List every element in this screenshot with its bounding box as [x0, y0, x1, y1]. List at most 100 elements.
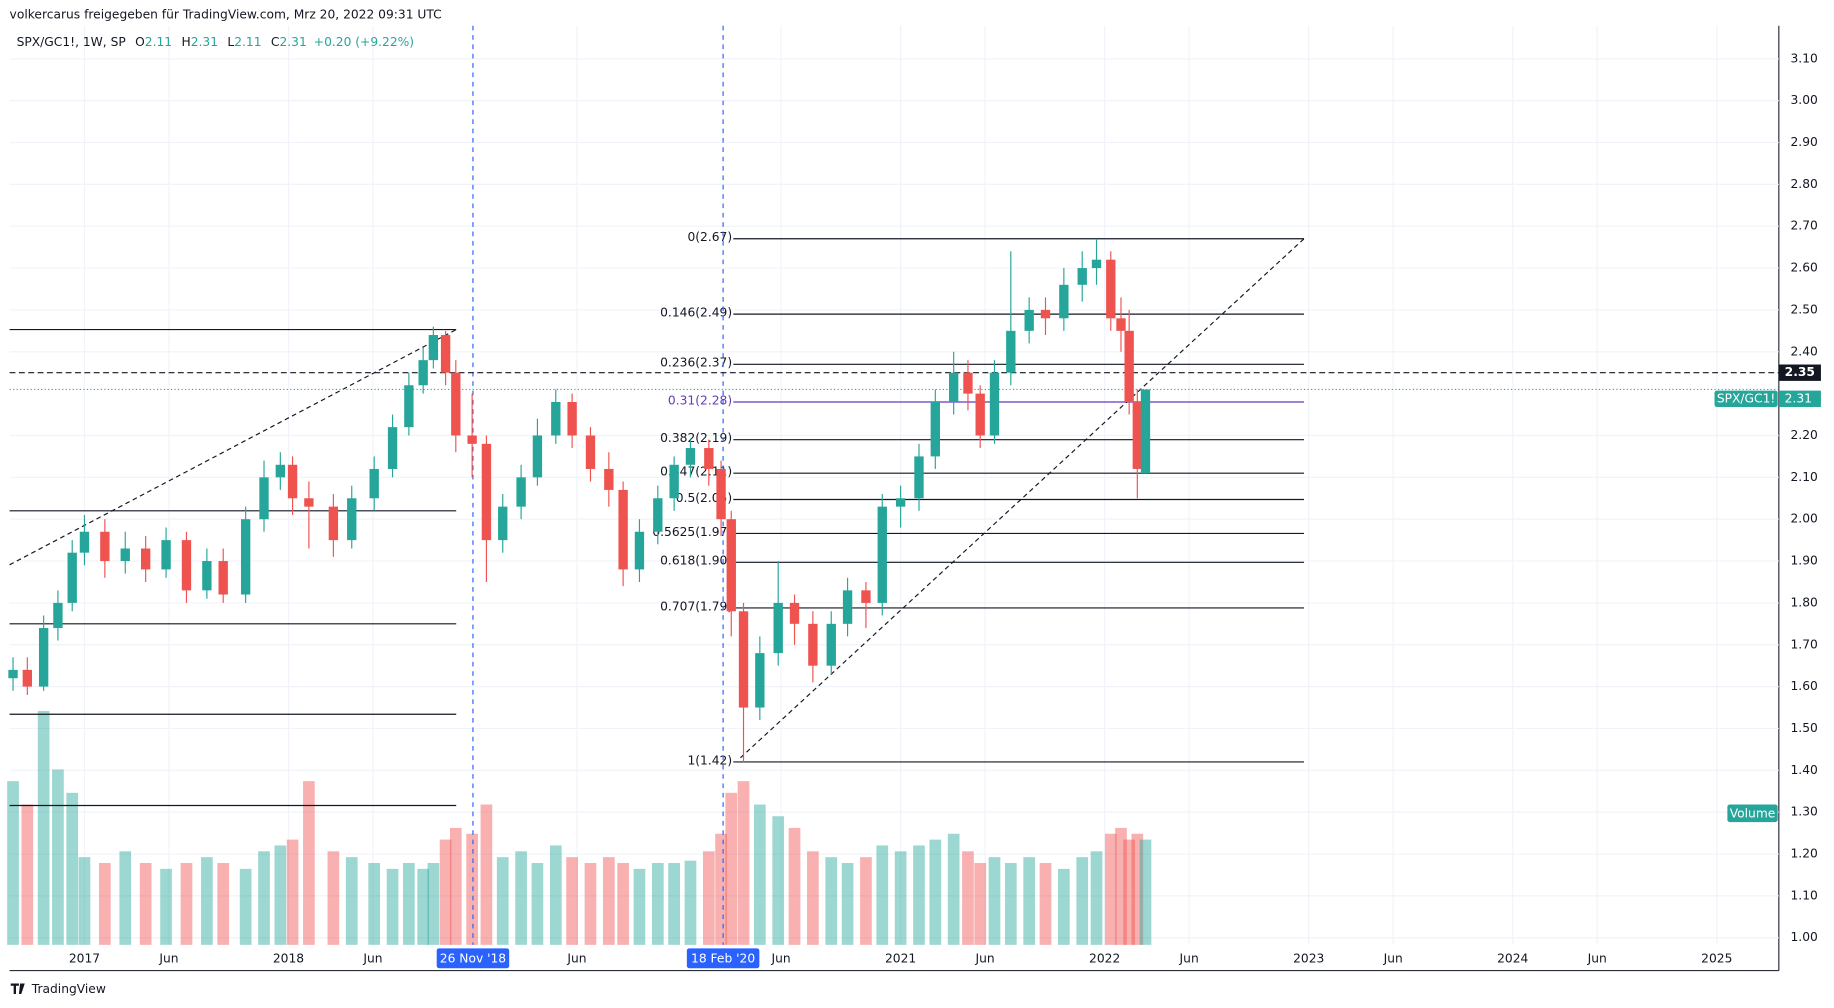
volume-bar: [466, 833, 478, 945]
x-tick-label: Jun: [362, 951, 382, 965]
candle-body: [653, 498, 663, 532]
volume-bar: [139, 862, 152, 945]
x-tick-label: 2017: [69, 951, 100, 965]
volume-bar: [66, 792, 79, 945]
volume-bar: [327, 851, 340, 945]
candle-body: [440, 335, 451, 373]
candle-body: [634, 531, 645, 570]
candle-body: [861, 590, 871, 603]
x-tick-label: 2023: [1293, 951, 1324, 965]
candle-body: [304, 498, 314, 507]
volume-bar: [894, 851, 907, 945]
volume-bar: [633, 868, 646, 945]
legend-value: 2.31: [279, 35, 306, 49]
candle-body: [1132, 401, 1142, 469]
candle-body: [259, 477, 269, 520]
candle-body: [914, 456, 924, 499]
volume-bar: [21, 804, 34, 945]
volume-bar: [368, 862, 381, 945]
volume-bar: [345, 857, 358, 945]
volume-bar: [274, 845, 287, 945]
candle-body: [975, 393, 985, 436]
candle-body: [161, 540, 171, 570]
candle-body: [789, 602, 800, 624]
candle-body: [618, 489, 628, 570]
y-tick-label: 2.20: [1791, 428, 1818, 442]
volume-bar: [7, 781, 19, 945]
y-tick-label: 2.80: [1791, 177, 1818, 191]
candle-body: [963, 372, 973, 394]
y-tick-label: 1.30: [1791, 805, 1818, 819]
legend-value: 2.11: [234, 35, 261, 49]
candle-body: [604, 468, 614, 490]
candle-body: [481, 443, 492, 541]
y-tick-label: 2.60: [1791, 261, 1818, 275]
fib-label: 0.382(2.19): [660, 431, 732, 445]
volume-bar: [988, 857, 1001, 945]
volume-bar: [725, 792, 738, 945]
volume-bar: [772, 816, 785, 945]
volume-bar: [913, 845, 925, 945]
y-tick-label: 3.00: [1791, 93, 1818, 107]
candle-body: [895, 498, 906, 507]
candle-body: [181, 540, 192, 591]
volume-bar: [841, 862, 854, 945]
volume-bar: [386, 868, 399, 945]
candle-body: [1140, 389, 1151, 474]
candle-body: [1091, 259, 1102, 269]
legend-value: 2.11: [145, 35, 172, 49]
volume-bar: [99, 862, 111, 945]
x-tick-label: 2021: [885, 951, 916, 965]
y-tick-label: 1.50: [1791, 721, 1818, 735]
x-tick-label: Jun: [1179, 951, 1199, 965]
candle-body: [451, 372, 461, 436]
candle-body: [704, 448, 714, 469]
candle-body: [567, 401, 577, 436]
volume-bar: [1123, 839, 1136, 945]
candle-body: [773, 602, 783, 654]
volume-bar: [1131, 833, 1144, 945]
candle-body: [240, 519, 251, 595]
candle-body: [685, 448, 696, 465]
candle-body: [669, 464, 679, 499]
candle-body: [498, 506, 508, 541]
volume-bar: [737, 781, 750, 945]
candle-body: [842, 590, 853, 624]
price-badge: [1778, 364, 1821, 381]
volume-bar: [449, 827, 462, 945]
candle-body: [22, 669, 32, 687]
candle-body: [1077, 268, 1087, 285]
candle-body: [140, 548, 151, 570]
volume-bar: [286, 839, 299, 945]
candle-body: [755, 653, 765, 708]
volume-bar: [427, 862, 440, 945]
date-badge-label: 18 Feb '20: [691, 951, 755, 965]
candle-body: [989, 372, 1000, 436]
legend: SPX/GC1!, 1W, SP O2.11 H2.31 L2.11 C2.31 +0.2…: [17, 35, 415, 49]
logo-mark: [10, 983, 25, 994]
volume-bar: [974, 862, 987, 945]
legend-key: C: [271, 35, 280, 49]
y-tick-label: 1.70: [1791, 637, 1818, 651]
candle-body: [202, 561, 212, 591]
price-badge-label: 2.35: [1785, 365, 1815, 379]
volume-bar: [825, 857, 838, 945]
y-tick-label: 1.80: [1791, 595, 1818, 609]
y-tick-label: 1.20: [1791, 847, 1818, 861]
volume-bar: [1090, 851, 1103, 945]
volume-bar: [37, 710, 50, 945]
candle-body: [387, 427, 398, 469]
volume-bar: [201, 857, 213, 945]
volume-badge-label: Volume: [1730, 806, 1776, 820]
y-tick-label: 1.00: [1791, 930, 1818, 944]
candle-body: [1106, 259, 1116, 319]
volume-bar: [753, 804, 766, 945]
candle-body: [347, 498, 357, 541]
volume-bar: [566, 857, 578, 945]
fib-label: 0.31(2.28): [668, 393, 732, 407]
candle-body: [418, 360, 428, 386]
volume-bar: [788, 827, 801, 945]
x-tick-label: Jun: [1587, 951, 1607, 965]
candle-body: [428, 335, 439, 361]
volume-bar: [684, 860, 697, 945]
